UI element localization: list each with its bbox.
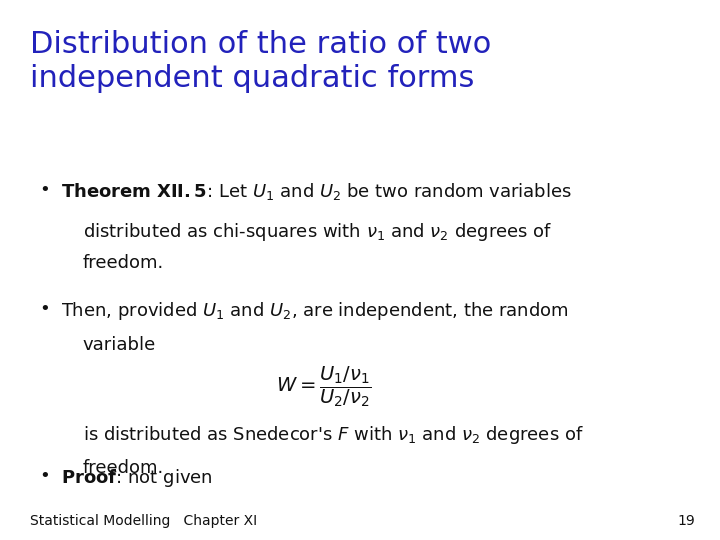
Text: distributed as chi-squares with $\nu_1$ and $\nu_2$ degrees of: distributed as chi-squares with $\nu_1$ … <box>83 221 552 244</box>
Text: Statistical Modelling   Chapter XI: Statistical Modelling Chapter XI <box>30 514 257 528</box>
Text: variable: variable <box>83 336 156 354</box>
Text: Then, provided $U_1$ and $U_2$, are independent, the random: Then, provided $U_1$ and $U_2$, are inde… <box>61 300 569 322</box>
Text: •: • <box>40 181 50 199</box>
Text: $\mathbf{Proof}$: not given: $\mathbf{Proof}$: not given <box>61 467 213 489</box>
Text: •: • <box>40 467 50 485</box>
Text: 19: 19 <box>677 514 695 528</box>
Text: $W = \dfrac{U_1/\nu_1}{U_2/\nu_2}$: $W = \dfrac{U_1/\nu_1}{U_2/\nu_2}$ <box>276 364 372 409</box>
Text: is distributed as Snedecor's $F$ with $\nu_1$ and $\nu_2$ degrees of: is distributed as Snedecor's $F$ with $\… <box>83 424 583 446</box>
Text: Distribution of the ratio of two
independent quadratic forms: Distribution of the ratio of two indepen… <box>30 30 492 93</box>
Text: freedom.: freedom. <box>83 459 164 477</box>
Text: •: • <box>40 300 50 318</box>
Text: freedom.: freedom. <box>83 254 164 272</box>
Text: $\mathbf{Theorem\ XII.5}$: Let $U_1$ and $U_2$ be two random variables: $\mathbf{Theorem\ XII.5}$: Let $U_1$ and… <box>61 181 572 202</box>
